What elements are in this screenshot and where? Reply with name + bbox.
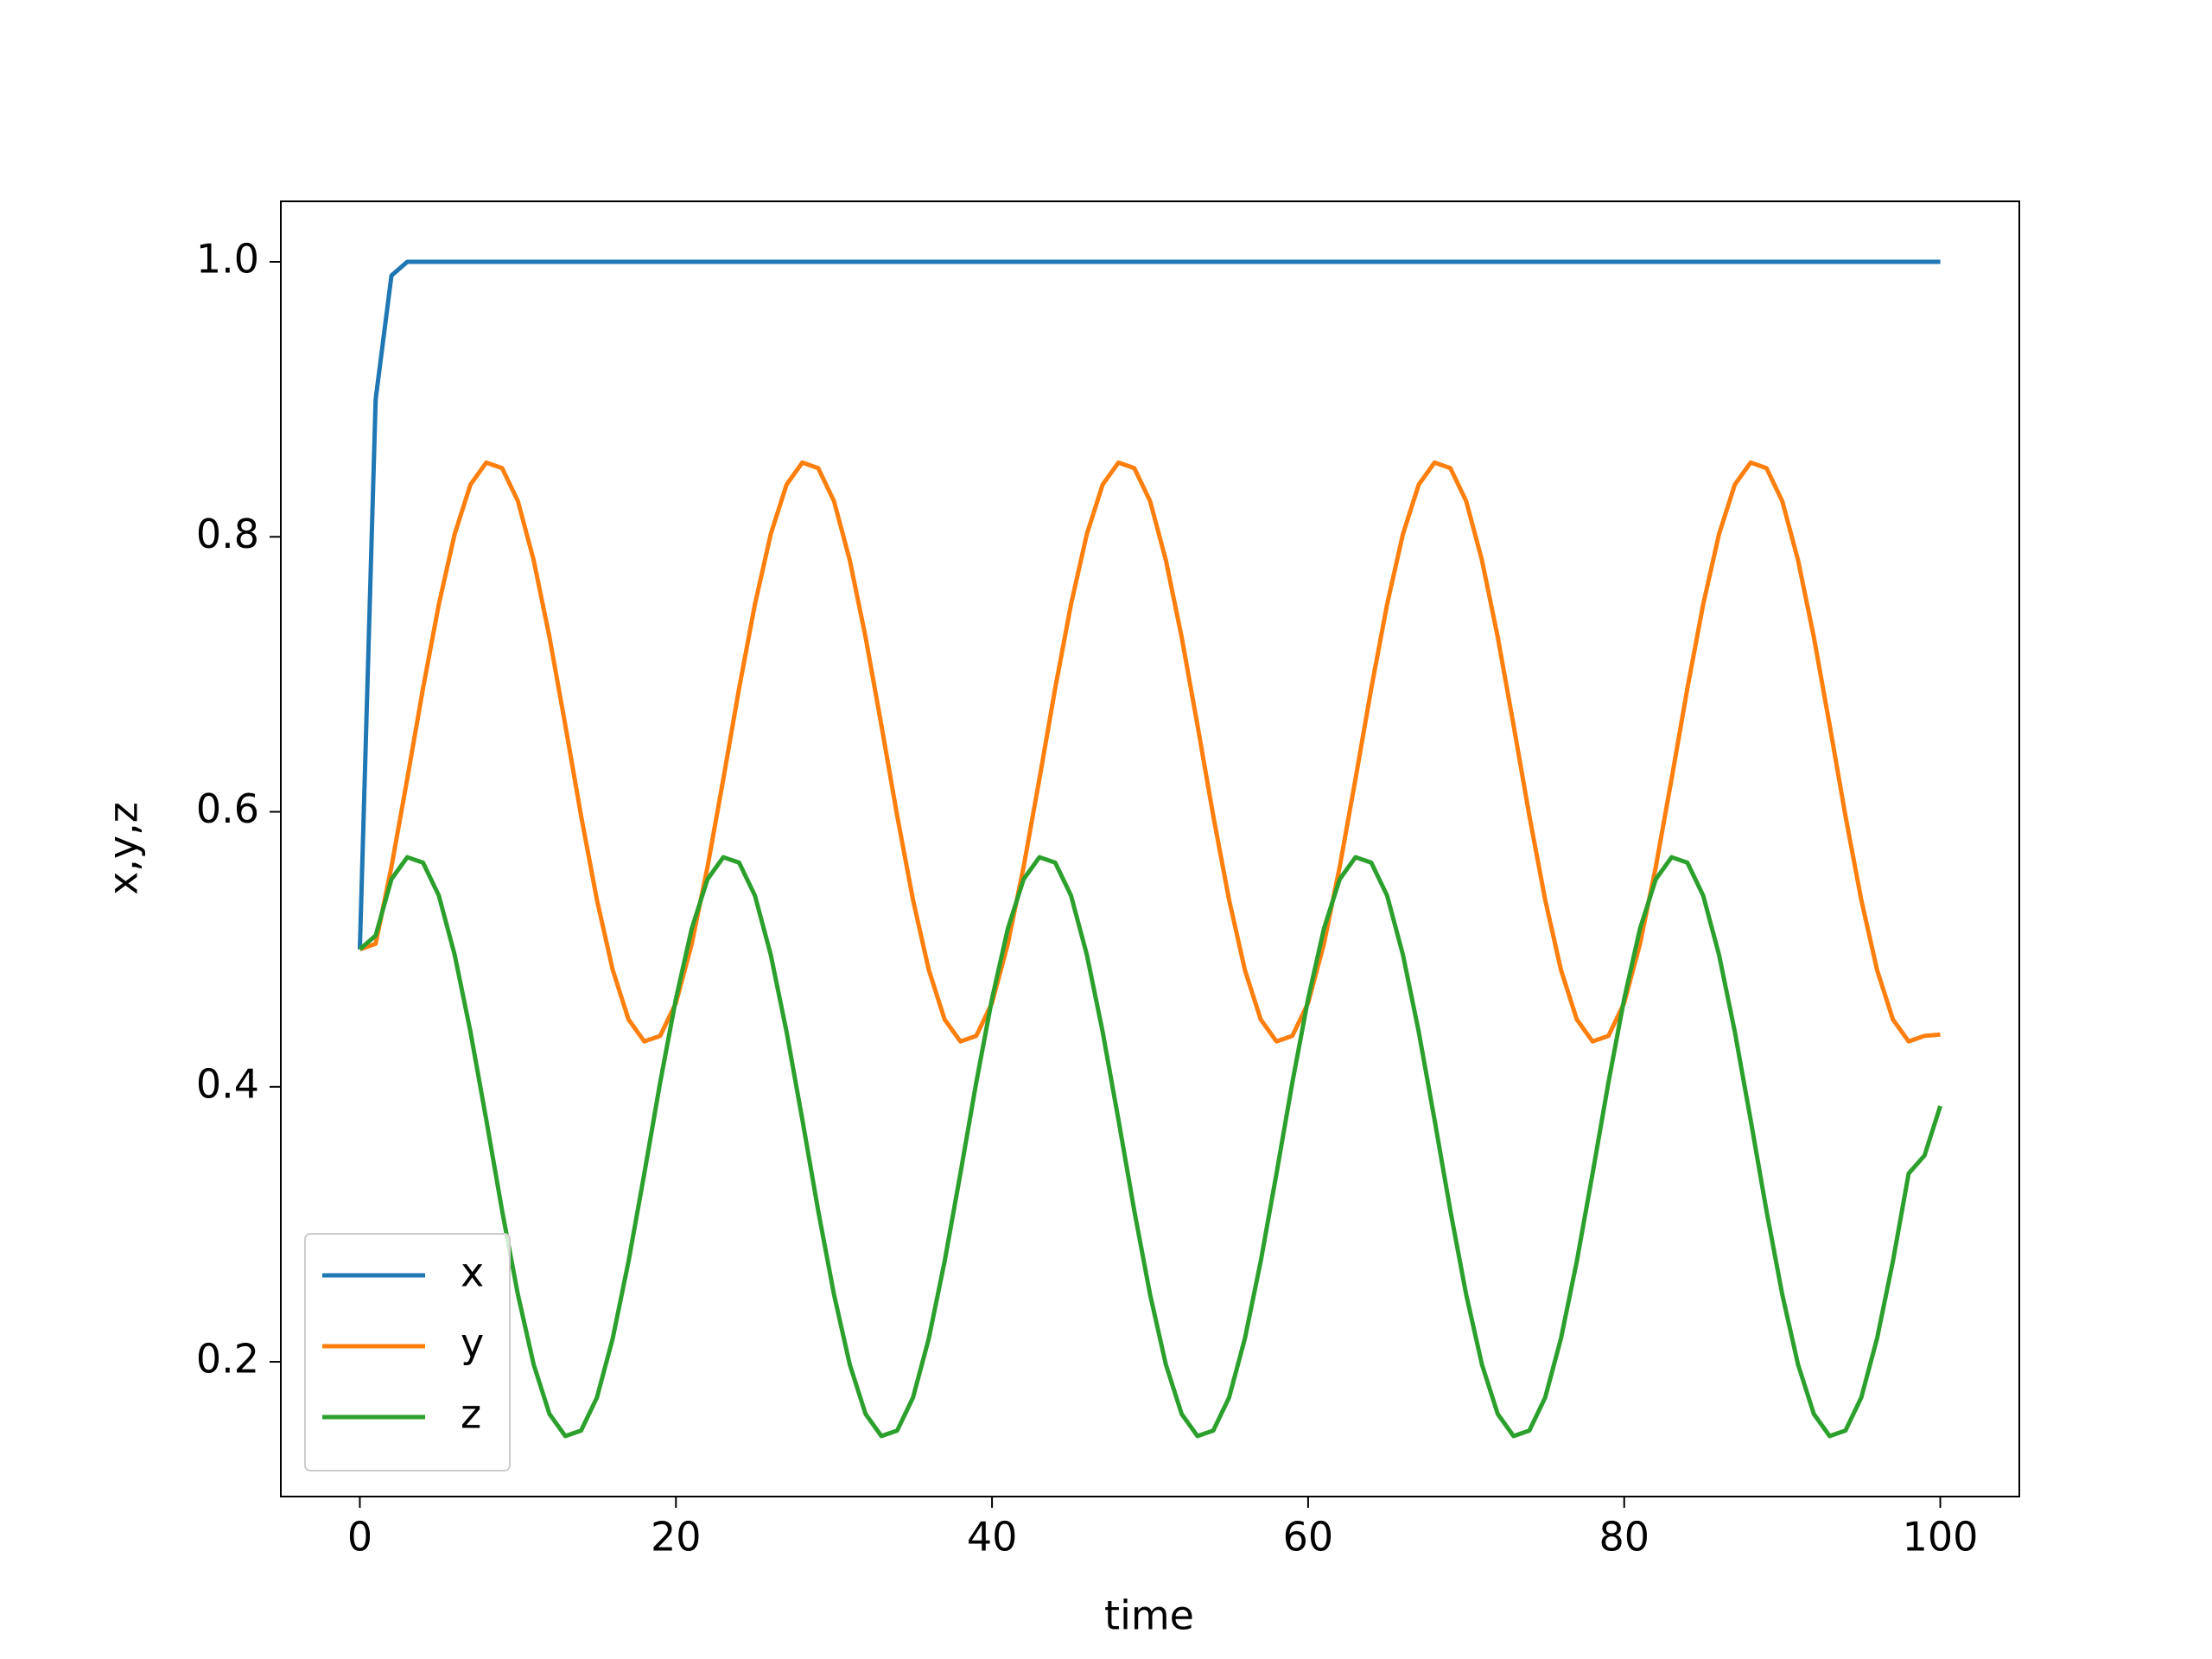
x-tick-label: 20 xyxy=(651,1514,702,1560)
y-tick-label: 0.4 xyxy=(196,1060,259,1107)
y-axis-label: x,y,z xyxy=(100,802,147,895)
series-line xyxy=(359,460,1941,1044)
plot-frame xyxy=(280,200,2020,1497)
legend-label: y xyxy=(461,1320,484,1367)
x-tick-label: 40 xyxy=(967,1514,1018,1560)
series-line xyxy=(357,259,1941,950)
series-line xyxy=(358,855,1942,1439)
x-tick-label: 60 xyxy=(1283,1514,1334,1560)
y-tick-label: 0.8 xyxy=(196,511,259,557)
y-tick-label: 0.6 xyxy=(196,785,259,832)
y-tick-label: 1.0 xyxy=(196,236,259,283)
legend-label: z xyxy=(461,1391,481,1438)
x-axis-label: time xyxy=(1104,1592,1194,1639)
x-tick-label: 0 xyxy=(347,1514,372,1560)
x-tick-label: 100 xyxy=(1903,1514,1979,1560)
x-tick-label: 80 xyxy=(1599,1514,1649,1560)
legend-label: x xyxy=(461,1249,484,1296)
y-tick-label: 0.2 xyxy=(196,1336,259,1382)
legend-box xyxy=(304,1233,511,1471)
